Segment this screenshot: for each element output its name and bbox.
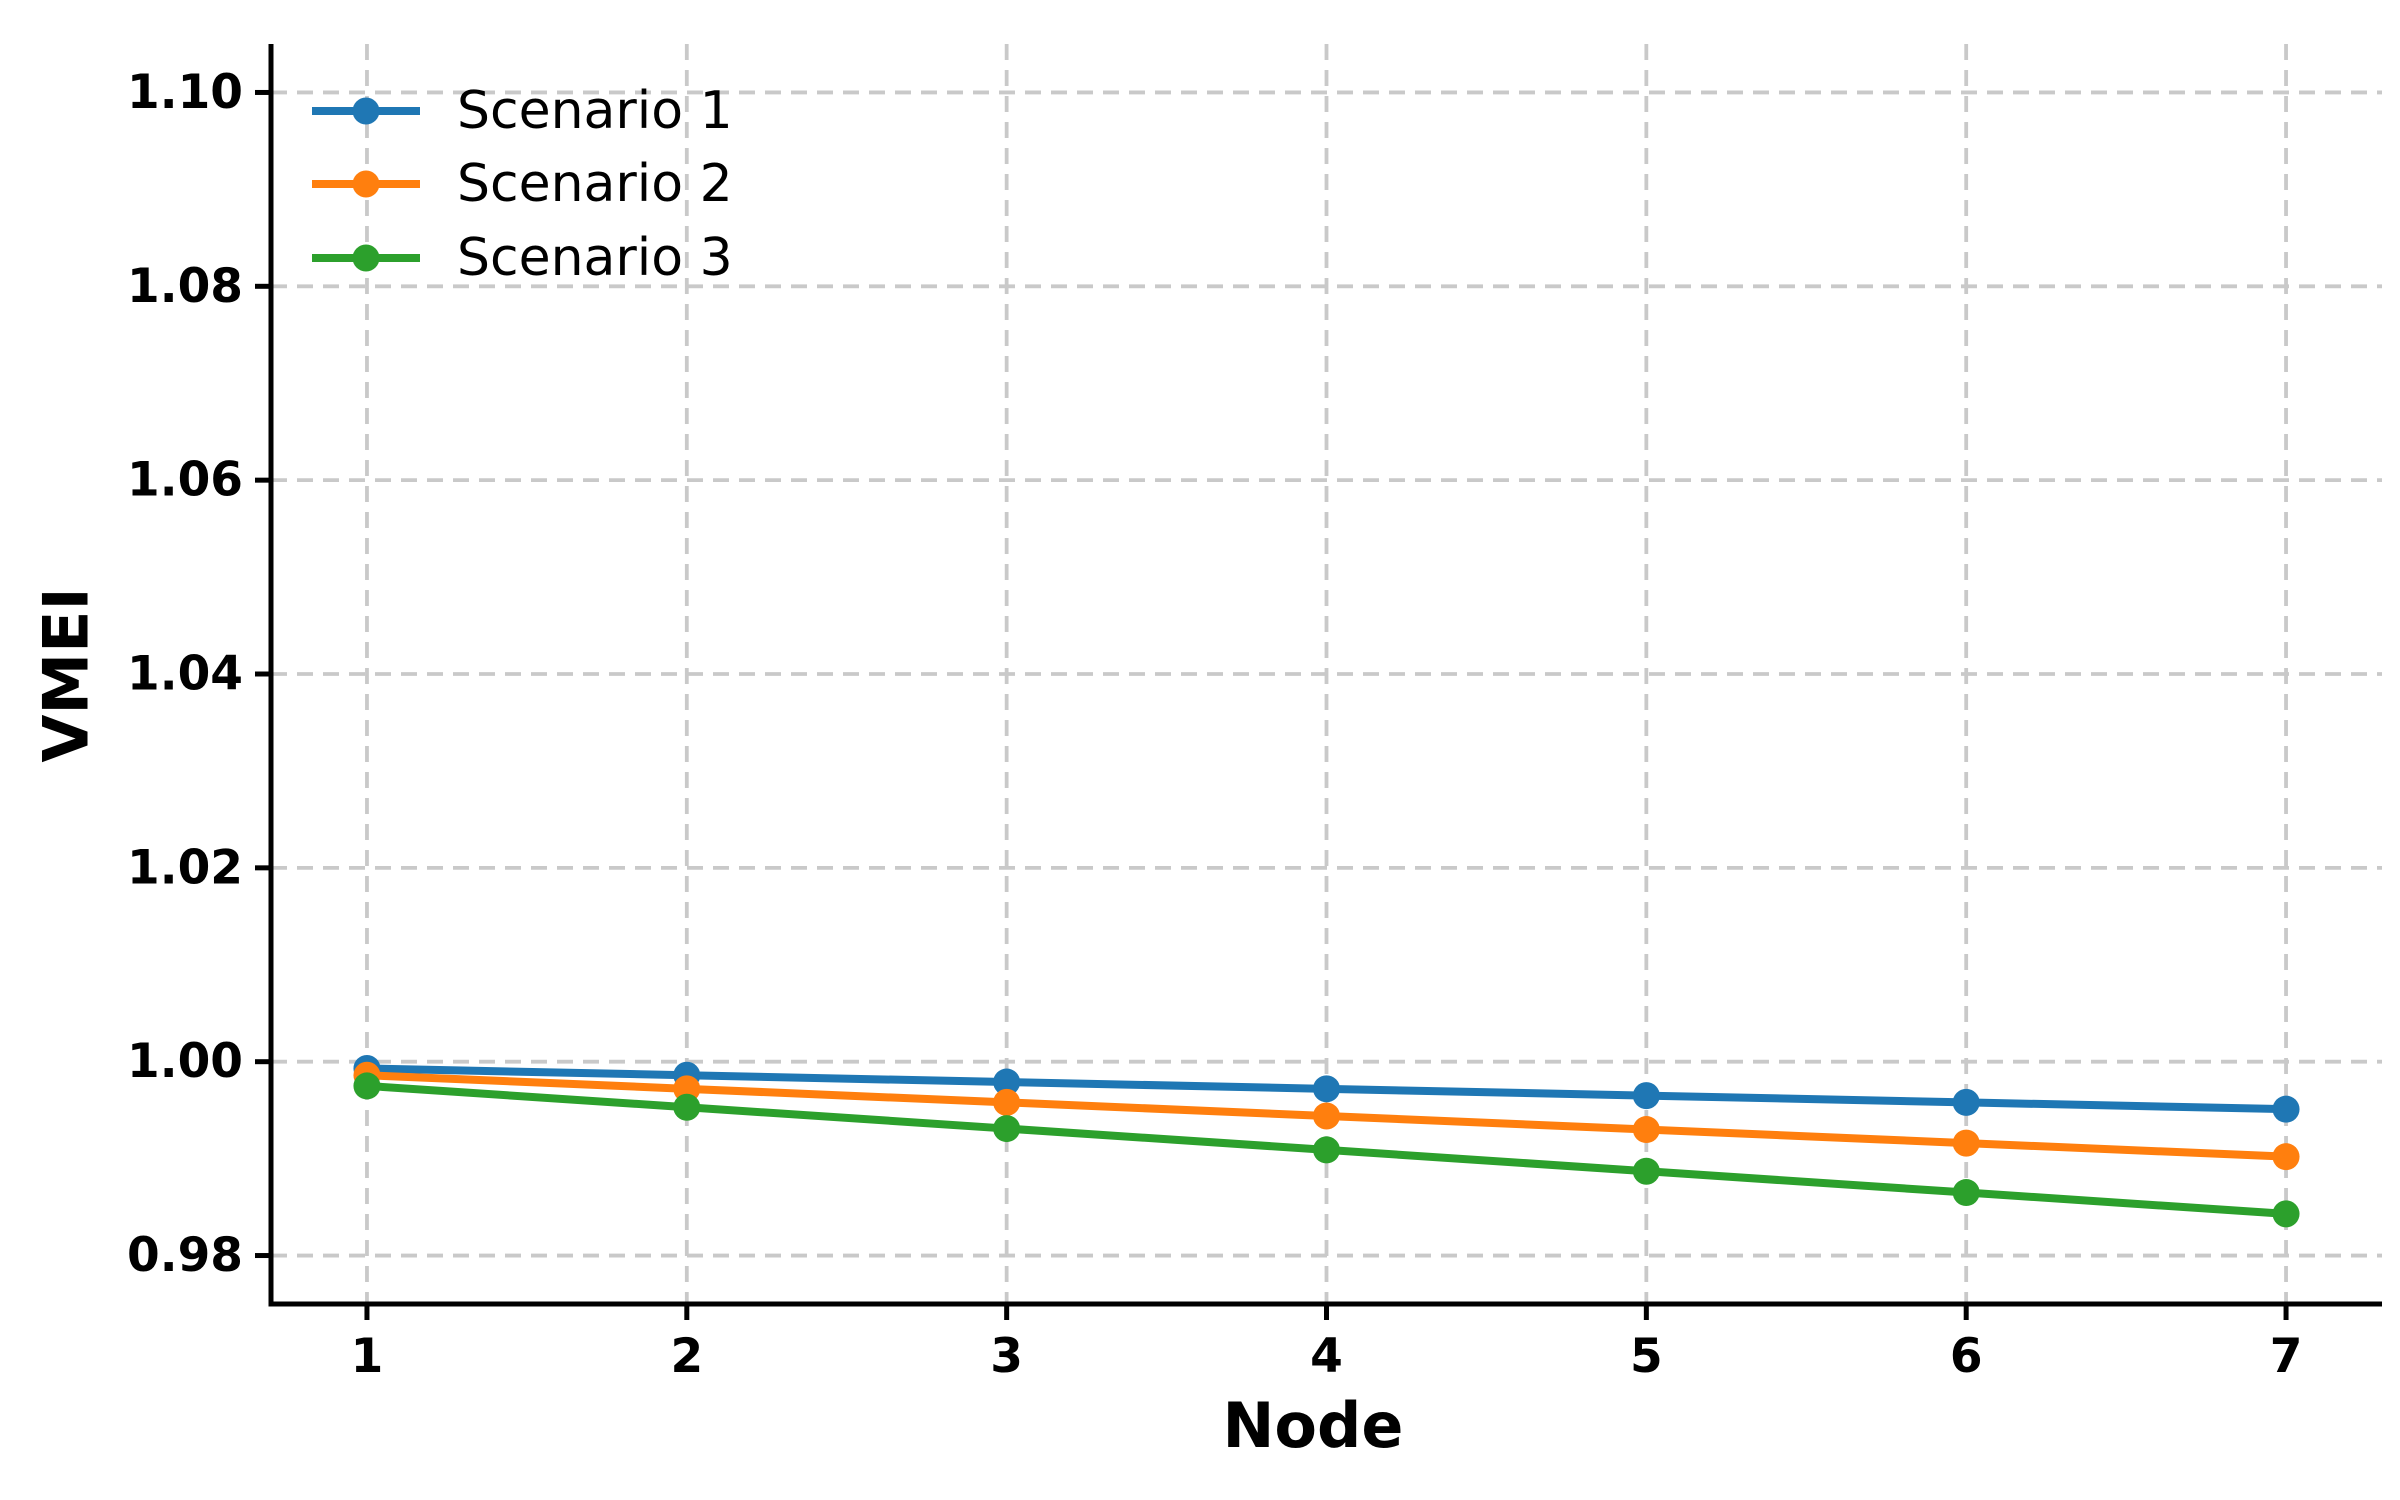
data-point-scenario-1-node-6 [1952,1088,1980,1116]
legend-label: Scenario 3 [457,227,733,288]
series-scenario-3 [353,1072,2300,1228]
data-point-scenario-3-node-1 [353,1072,381,1100]
y-tick-label-0.98: 0.98 [127,1228,243,1283]
legend-line-marker-icon [312,97,420,125]
y-tick-label-1.04: 1.04 [127,647,243,702]
legend-item-scenario-1: Scenario 1 [310,74,733,148]
x-tick-label-3: 3 [990,1329,1023,1384]
data-point-scenario-3-node-2 [673,1093,701,1121]
data-point-scenario-3-node-4 [1313,1136,1340,1164]
data-point-scenario-3-node-5 [1632,1157,1660,1185]
tick-labels: 0.98 1.00 1.02 1.04 1.06 1.08 1.10 1 2 3 4 5 6 7 [127,65,2302,1384]
legend-item-scenario-3: Scenario 3 [310,221,733,295]
x-tick-label-4: 4 [1310,1329,1343,1384]
data-point-scenario-1-node-3 [993,1068,1021,1096]
legend-label: Scenario 2 [457,154,733,215]
data-point-scenario-2-node-3 [993,1088,1021,1116]
data-point-scenario-3-node-3 [993,1115,1021,1143]
legend-label: Scenario 1 [457,80,733,141]
data-point-scenario-1-node-4 [1313,1075,1340,1103]
y-tick-label-1.06: 1.06 [127,453,243,508]
y-tick-label-1.00: 1.00 [127,1034,243,1089]
y-axis-label: VMEI [29,587,103,763]
data-point-scenario-1-node-7 [2272,1095,2300,1123]
x-tick-label-1: 1 [351,1329,384,1384]
data-point-scenario-3-node-6 [1952,1179,1980,1207]
data-point-scenario-2-node-7 [2272,1143,2300,1171]
x-tick-label-6: 6 [1950,1329,1983,1384]
tick-marks [255,89,2289,1320]
legend: Scenario 1 Scenario 2 Scenario 3 [310,74,733,295]
legend-line-marker-icon [312,170,420,198]
data-point-scenario-2-node-6 [1952,1129,1980,1157]
data-point-scenario-2-node-5 [1632,1116,1660,1144]
gridlines [271,44,2382,1304]
data-point-scenario-1-node-5 [1632,1082,1660,1110]
data-point-scenario-3-node-7 [2272,1200,2300,1228]
y-tick-label-1.08: 1.08 [127,259,243,314]
x-axis-label: Node [1222,1389,1404,1462]
x-tick-label-2: 2 [670,1329,703,1384]
series-scenario-1 [353,1054,2300,1123]
y-tick-label-1.02: 1.02 [127,840,243,895]
legend-line-marker-icon [312,244,420,272]
x-tick-label-5: 5 [1630,1329,1663,1384]
y-tick-label-1.10: 1.10 [127,65,243,120]
data-point-scenario-2-node-4 [1313,1102,1340,1130]
x-tick-label-7: 7 [2270,1329,2303,1384]
legend-item-scenario-2: Scenario 2 [310,148,733,222]
